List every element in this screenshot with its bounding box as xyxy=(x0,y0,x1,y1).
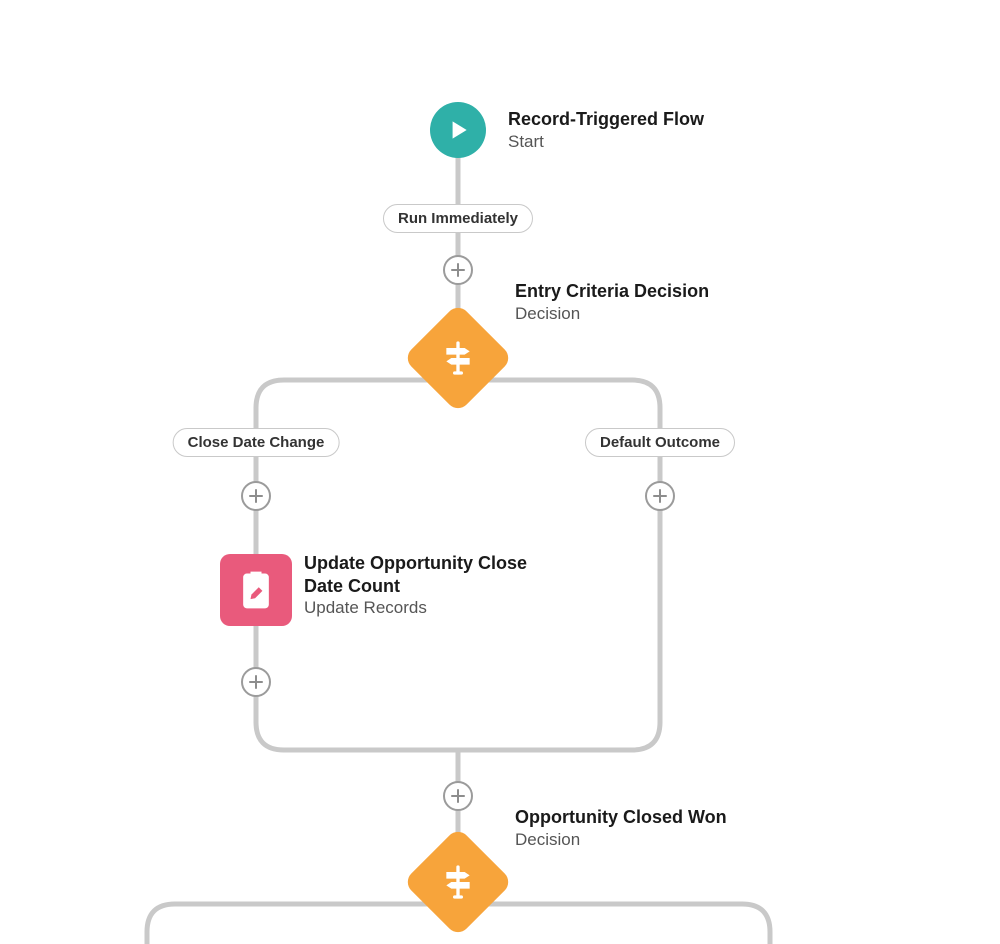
decision1-title: Entry Criteria Decision xyxy=(515,280,709,303)
clipboard-edit-icon xyxy=(234,568,278,612)
decision-node-closed-won[interactable] xyxy=(403,827,513,937)
decision2-subtitle: Decision xyxy=(515,829,727,850)
add-element-button[interactable] xyxy=(241,481,271,511)
decision-node-entry-criteria[interactable] xyxy=(403,303,513,413)
flow-canvas: Record-Triggered Flow Start Entry Criter… xyxy=(0,0,1000,944)
update1-title: Update Opportunity Close Date Count xyxy=(304,552,534,597)
start-node[interactable] xyxy=(430,102,486,158)
start-node-label: Record-Triggered Flow Start xyxy=(508,108,704,152)
update-records-node[interactable] xyxy=(220,554,292,626)
add-element-button[interactable] xyxy=(443,255,473,285)
decision1-subtitle: Decision xyxy=(515,303,709,324)
decision2-title: Opportunity Closed Won xyxy=(515,806,727,829)
connectors-layer xyxy=(0,0,1000,944)
start-node-subtitle: Start xyxy=(508,131,704,152)
path-label-close-date-change[interactable]: Close Date Change xyxy=(173,428,340,457)
update-records-node-label: Update Opportunity Close Date Count Upda… xyxy=(304,552,534,618)
update1-subtitle: Update Records xyxy=(304,597,534,618)
decision-node-entry-criteria-label: Entry Criteria Decision Decision xyxy=(515,280,709,324)
add-element-button[interactable] xyxy=(645,481,675,511)
signpost-icon xyxy=(438,862,478,902)
path-label-default-outcome[interactable]: Default Outcome xyxy=(585,428,735,457)
add-element-button[interactable] xyxy=(443,781,473,811)
decision-node-closed-won-label: Opportunity Closed Won Decision xyxy=(515,806,727,850)
start-node-title: Record-Triggered Flow xyxy=(508,108,704,131)
play-icon xyxy=(445,117,471,143)
add-element-button[interactable] xyxy=(241,667,271,697)
signpost-icon xyxy=(438,338,478,378)
path-label-run-immediately[interactable]: Run Immediately xyxy=(383,204,533,233)
